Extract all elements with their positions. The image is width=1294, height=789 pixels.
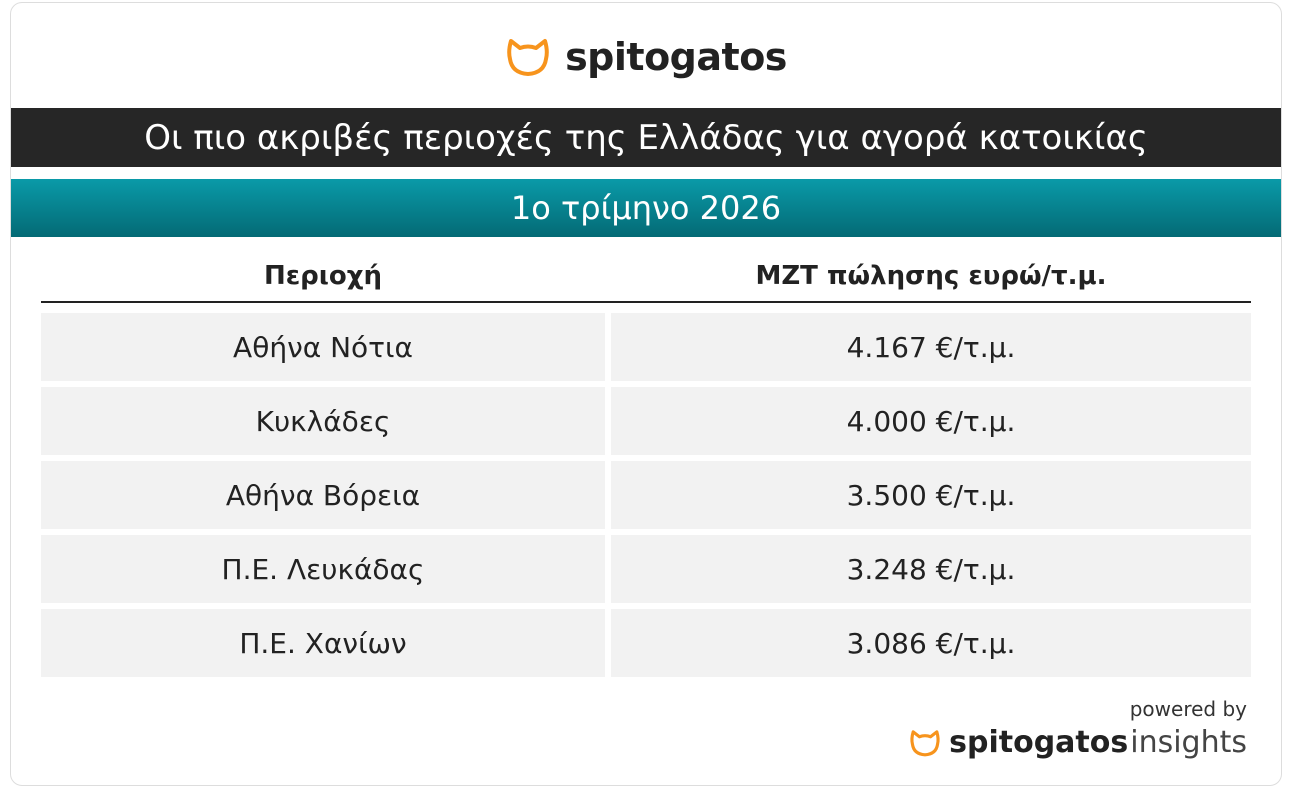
table-row: Κυκλάδες 4.000 €/τ.μ. xyxy=(41,387,1253,455)
table-row: Αθήνα Βόρεια 3.500 €/τ.μ. xyxy=(41,461,1253,529)
table-cell: Π.Ε. Λευκάδας xyxy=(41,535,605,603)
table-cell: 4.000 €/τ.μ. xyxy=(611,387,1251,455)
subtitle: 1ο τρίμηνο 2026 xyxy=(11,179,1281,237)
table-cell: 3.500 €/τ.μ. xyxy=(611,461,1251,529)
footer-brand: spitogatos insights xyxy=(909,725,1247,760)
cat-icon xyxy=(910,729,940,756)
card: spitogatos Οι πιο ακριβές περιοχές της Ε… xyxy=(10,2,1282,786)
brand-suffix: insights xyxy=(1130,725,1247,760)
table-row: Π.Ε. Λευκάδας 3.248 €/τ.μ. xyxy=(41,535,1253,603)
table-row: Π.Ε. Χανίων 3.086 €/τ.μ. xyxy=(41,609,1253,677)
table-cell: Κυκλάδες xyxy=(41,387,605,455)
column-header: Περιοχή xyxy=(263,261,383,291)
logo-text: spitogatos xyxy=(565,35,787,79)
table-cell: 3.248 €/τ.μ. xyxy=(611,535,1251,603)
table-cell: Αθήνα Βόρεια xyxy=(41,461,605,529)
brand-text: spitogatos xyxy=(949,725,1129,760)
column-header: ΜΖΤ πώλησης ευρώ/τ.μ. xyxy=(755,261,1107,291)
powered-by: powered by xyxy=(1129,697,1247,721)
table-row: Αθήνα Νότια 4.167 €/τ.μ. xyxy=(41,313,1253,381)
table-cell: 3.086 €/τ.μ. xyxy=(611,609,1251,677)
table-cell: 4.167 €/τ.μ. xyxy=(611,313,1251,381)
table-cell: Π.Ε. Χανίων xyxy=(41,609,605,677)
logo: spitogatos xyxy=(11,35,1281,79)
table-cell: Αθήνα Νότια xyxy=(41,313,605,381)
title: Οι πιο ακριβές περιοχές της Ελλάδας για … xyxy=(11,108,1281,167)
table-header: Περιοχή ΜΖΤ πώλησης ευρώ/τ.μ. xyxy=(41,251,1251,303)
cat-icon xyxy=(507,39,549,76)
table-body: Αθήνα Νότια 4.167 €/τ.μ. Κυκλάδες 4.000 €/τ… xyxy=(41,313,1253,683)
